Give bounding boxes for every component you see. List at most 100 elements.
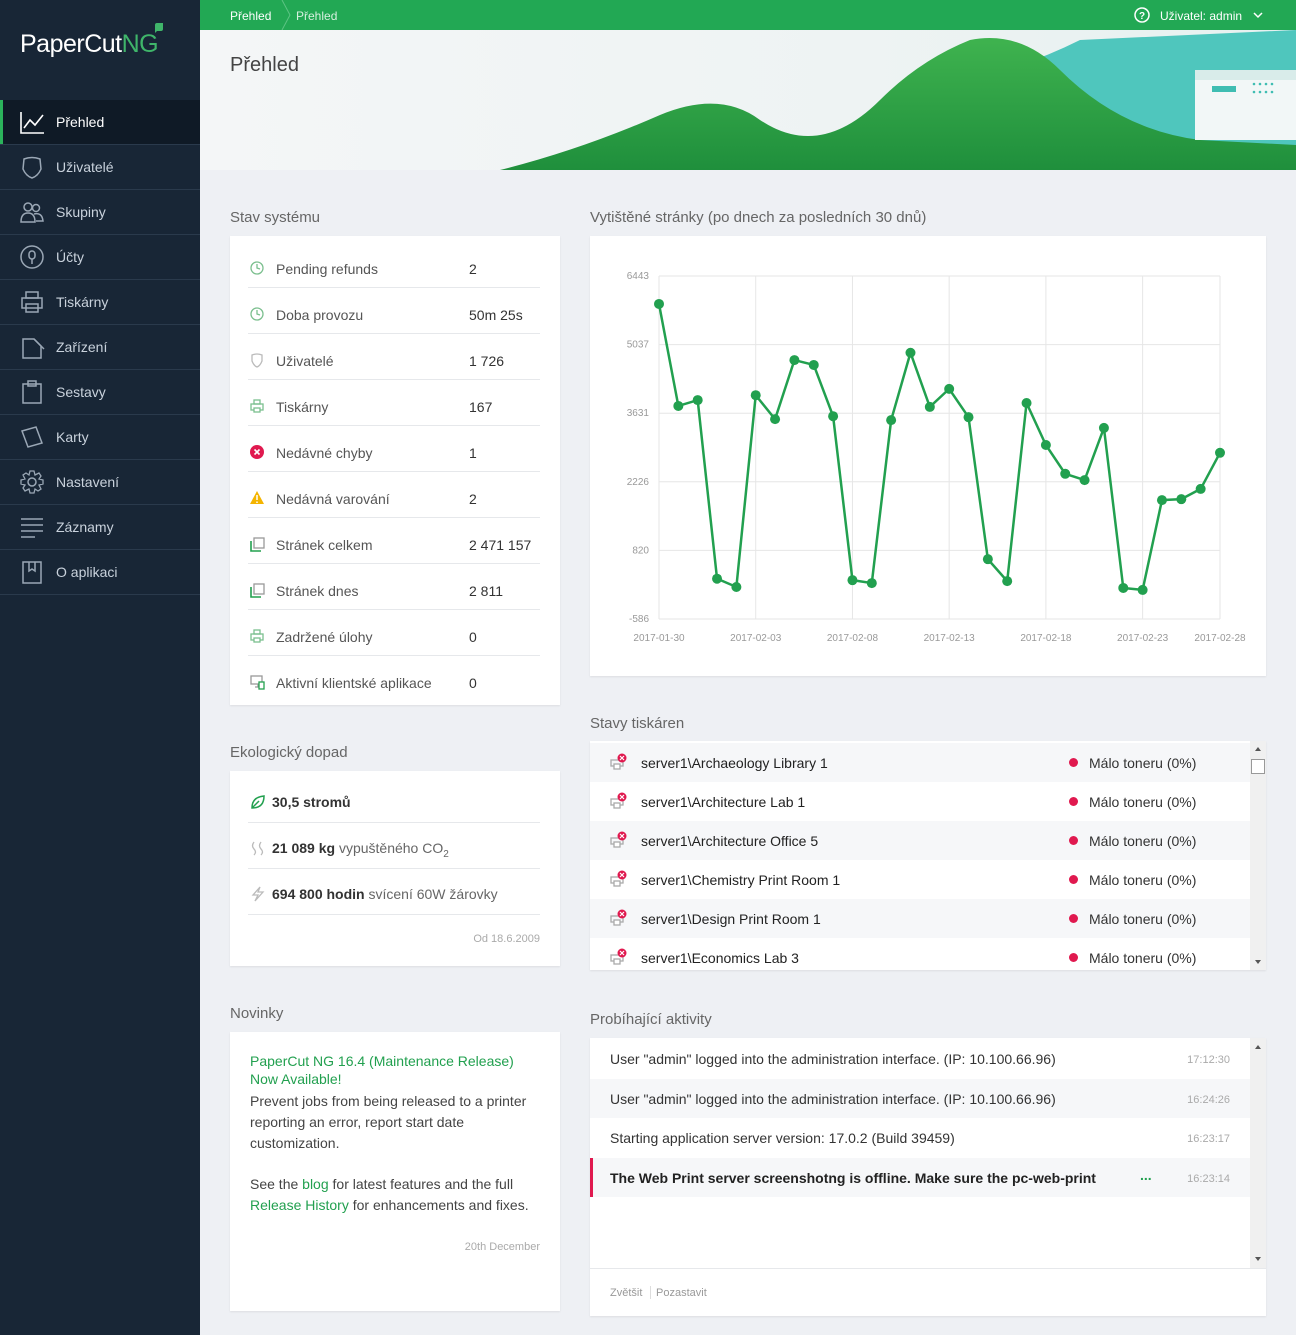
printer-status: Málo toneru (0%) xyxy=(1089,872,1197,888)
menu-label: O aplikaci xyxy=(56,564,118,580)
status-icon xyxy=(250,491,264,504)
scrollbar[interactable] xyxy=(1250,741,1266,970)
status-card: Pending refunds 2 Doba provozu 50m 25s Uživa… xyxy=(230,236,560,705)
printer-status: Málo toneru (0%) xyxy=(1089,911,1197,927)
menu-item[interactable]: O aplikaci xyxy=(0,550,200,595)
menu-item[interactable]: Účty xyxy=(0,235,200,280)
y-tick-label: -586 xyxy=(629,614,649,625)
menu-label: Karty xyxy=(56,429,89,445)
user-menu[interactable]: Uživatel: admin xyxy=(1160,9,1243,23)
status-value: 0 xyxy=(469,629,477,645)
printer-name: server1\Architecture Office 5 xyxy=(641,833,819,849)
release-history-link[interactable]: Release History xyxy=(250,1197,349,1213)
news-headline[interactable]: PaperCut NG 16.4 (Maintenance Release) N… xyxy=(250,1053,514,1087)
printer-row[interactable]: server1\Chemistry Print Room 1 Málo toner… xyxy=(590,860,1250,899)
scrollbar[interactable] xyxy=(1250,1038,1266,1268)
printer-row[interactable]: server1\Architecture Office 5 Málo toneru… xyxy=(590,821,1250,860)
menu-label: Skupiny xyxy=(56,204,106,220)
menu-item[interactable]: Záznamy xyxy=(0,505,200,550)
menu-item[interactable]: Uživatelé xyxy=(0,145,200,190)
status-row: Stránek dnes 2 811 xyxy=(248,563,540,610)
action-link[interactable]: Zvětšit xyxy=(610,1287,643,1299)
menu-label: Zařízení xyxy=(56,339,108,355)
help-icon[interactable]: ? xyxy=(1134,7,1150,23)
line xyxy=(657,303,1222,592)
status-row: Aktivní klientské aplikace 0 xyxy=(248,655,540,701)
section-title: Ekologický dopad xyxy=(230,744,348,761)
printer-icon xyxy=(610,753,627,770)
activities-card: User "admin" logged into the administrat… xyxy=(590,1038,1266,1316)
menu-item[interactable]: Nastavení xyxy=(0,460,200,505)
point xyxy=(1156,495,1167,506)
menu-label: Tiskárny xyxy=(56,294,109,310)
menu-item[interactable]: Karty xyxy=(0,415,200,460)
status-value: 50m 25s xyxy=(469,307,523,323)
printer-row[interactable]: server1\Architecture Lab 1 Málo toneru (0… xyxy=(590,782,1250,821)
menu-icon xyxy=(21,518,43,538)
y-tick-label: 5037 xyxy=(627,340,650,351)
status-label: Nedávná varování xyxy=(276,491,390,507)
printer-icon xyxy=(610,792,627,809)
menu-icon xyxy=(22,156,42,179)
point xyxy=(692,395,703,406)
news-body: Prevent jobs from being released to a pr… xyxy=(250,1093,527,1151)
activity-row: The Web Print server screenshotng is off… xyxy=(590,1157,1250,1197)
text: for latest features and the full xyxy=(332,1176,514,1192)
eco-value: 30,5 stromů xyxy=(272,794,351,810)
text: See the xyxy=(250,1176,299,1192)
printer-icon xyxy=(610,948,627,965)
point xyxy=(731,581,742,592)
menu-item[interactable]: Skupiny xyxy=(0,190,200,235)
activity-text: User "admin" logged into the administrat… xyxy=(610,1090,1056,1107)
menu-item[interactable]: Tiskárny xyxy=(0,280,200,325)
printer-row[interactable]: server1\Economics Lab 3 Málo toneru (0%) xyxy=(590,938,1250,970)
action-link[interactable]: Pozastavit xyxy=(656,1287,707,1299)
printer-name: server1\Design Print Room 1 xyxy=(641,911,821,927)
status-label: Doba provozu xyxy=(276,307,364,323)
menu-label: Uživatelé xyxy=(56,159,114,175)
point xyxy=(1215,447,1225,458)
eco-card: 30,5 stromů 21 089 kg vypuštěného CO2 69… xyxy=(230,771,560,966)
y-tick-label: 6443 xyxy=(627,271,650,282)
printer-row[interactable]: server1\Archaeology Library 1 Málo toneru… xyxy=(590,743,1250,782)
menu-icon xyxy=(20,202,44,223)
x-tick-label: 2017-01-30 xyxy=(633,633,685,644)
leaf-icon xyxy=(251,795,265,809)
menu-item[interactable]: Sestavy xyxy=(0,370,200,415)
x-tick-label: 2017-02-23 xyxy=(1117,633,1169,644)
svg-text:?: ? xyxy=(1139,11,1145,22)
page-title: Přehled xyxy=(230,54,299,76)
blog-link[interactable]: blog xyxy=(302,1176,329,1192)
section-title: Probíhající aktivity xyxy=(590,1011,712,1028)
x-tick-label: 2017-02-18 xyxy=(1020,633,1072,644)
printer-icon xyxy=(610,909,627,926)
status-dot xyxy=(1069,953,1078,962)
activity-more[interactable]: ... xyxy=(1140,1166,1152,1183)
status-row: Stránek celkem 2 471 157 xyxy=(248,517,540,564)
news-date: 20th December xyxy=(464,1241,540,1253)
printer-row[interactable]: server1\Design Print Room 1 Málo toneru (… xyxy=(590,899,1250,938)
menu-icon xyxy=(22,561,42,584)
menu-item[interactable]: Zařízení xyxy=(0,325,200,370)
news-card: PaperCut NG 16.4 (Maintenance Release) N… xyxy=(230,1032,560,1311)
printer-name: server1\Economics Lab 3 xyxy=(641,950,799,966)
status-dot xyxy=(1069,914,1078,923)
menu-icon xyxy=(20,470,44,494)
status-row: Pending refunds 2 xyxy=(248,241,540,288)
status-value: 2 811 xyxy=(469,583,503,599)
breadcrumb[interactable]: Přehled xyxy=(230,9,272,23)
x-tick-label: 2017-02-08 xyxy=(827,633,879,644)
status-label: Stránek dnes xyxy=(276,583,359,599)
status-row: Tiskárny 167 xyxy=(248,379,540,426)
status-row: Doba provozu 50m 25s xyxy=(248,287,540,334)
status-label: Tiskárny xyxy=(276,399,329,415)
chart: -586 820 2226 3631 5037 6443 2017-01-30 2017-02… xyxy=(627,271,1246,644)
status-dot xyxy=(1069,797,1078,806)
activity-text: User "admin" logged into the administrat… xyxy=(610,1051,1056,1067)
activity-text: The Web Print server screenshotng is off… xyxy=(610,1169,1096,1186)
status-value: 0 xyxy=(469,675,477,691)
menu-item[interactable]: Přehled xyxy=(0,100,200,145)
status-value: 2 xyxy=(469,491,477,507)
menu-icon xyxy=(22,380,42,404)
